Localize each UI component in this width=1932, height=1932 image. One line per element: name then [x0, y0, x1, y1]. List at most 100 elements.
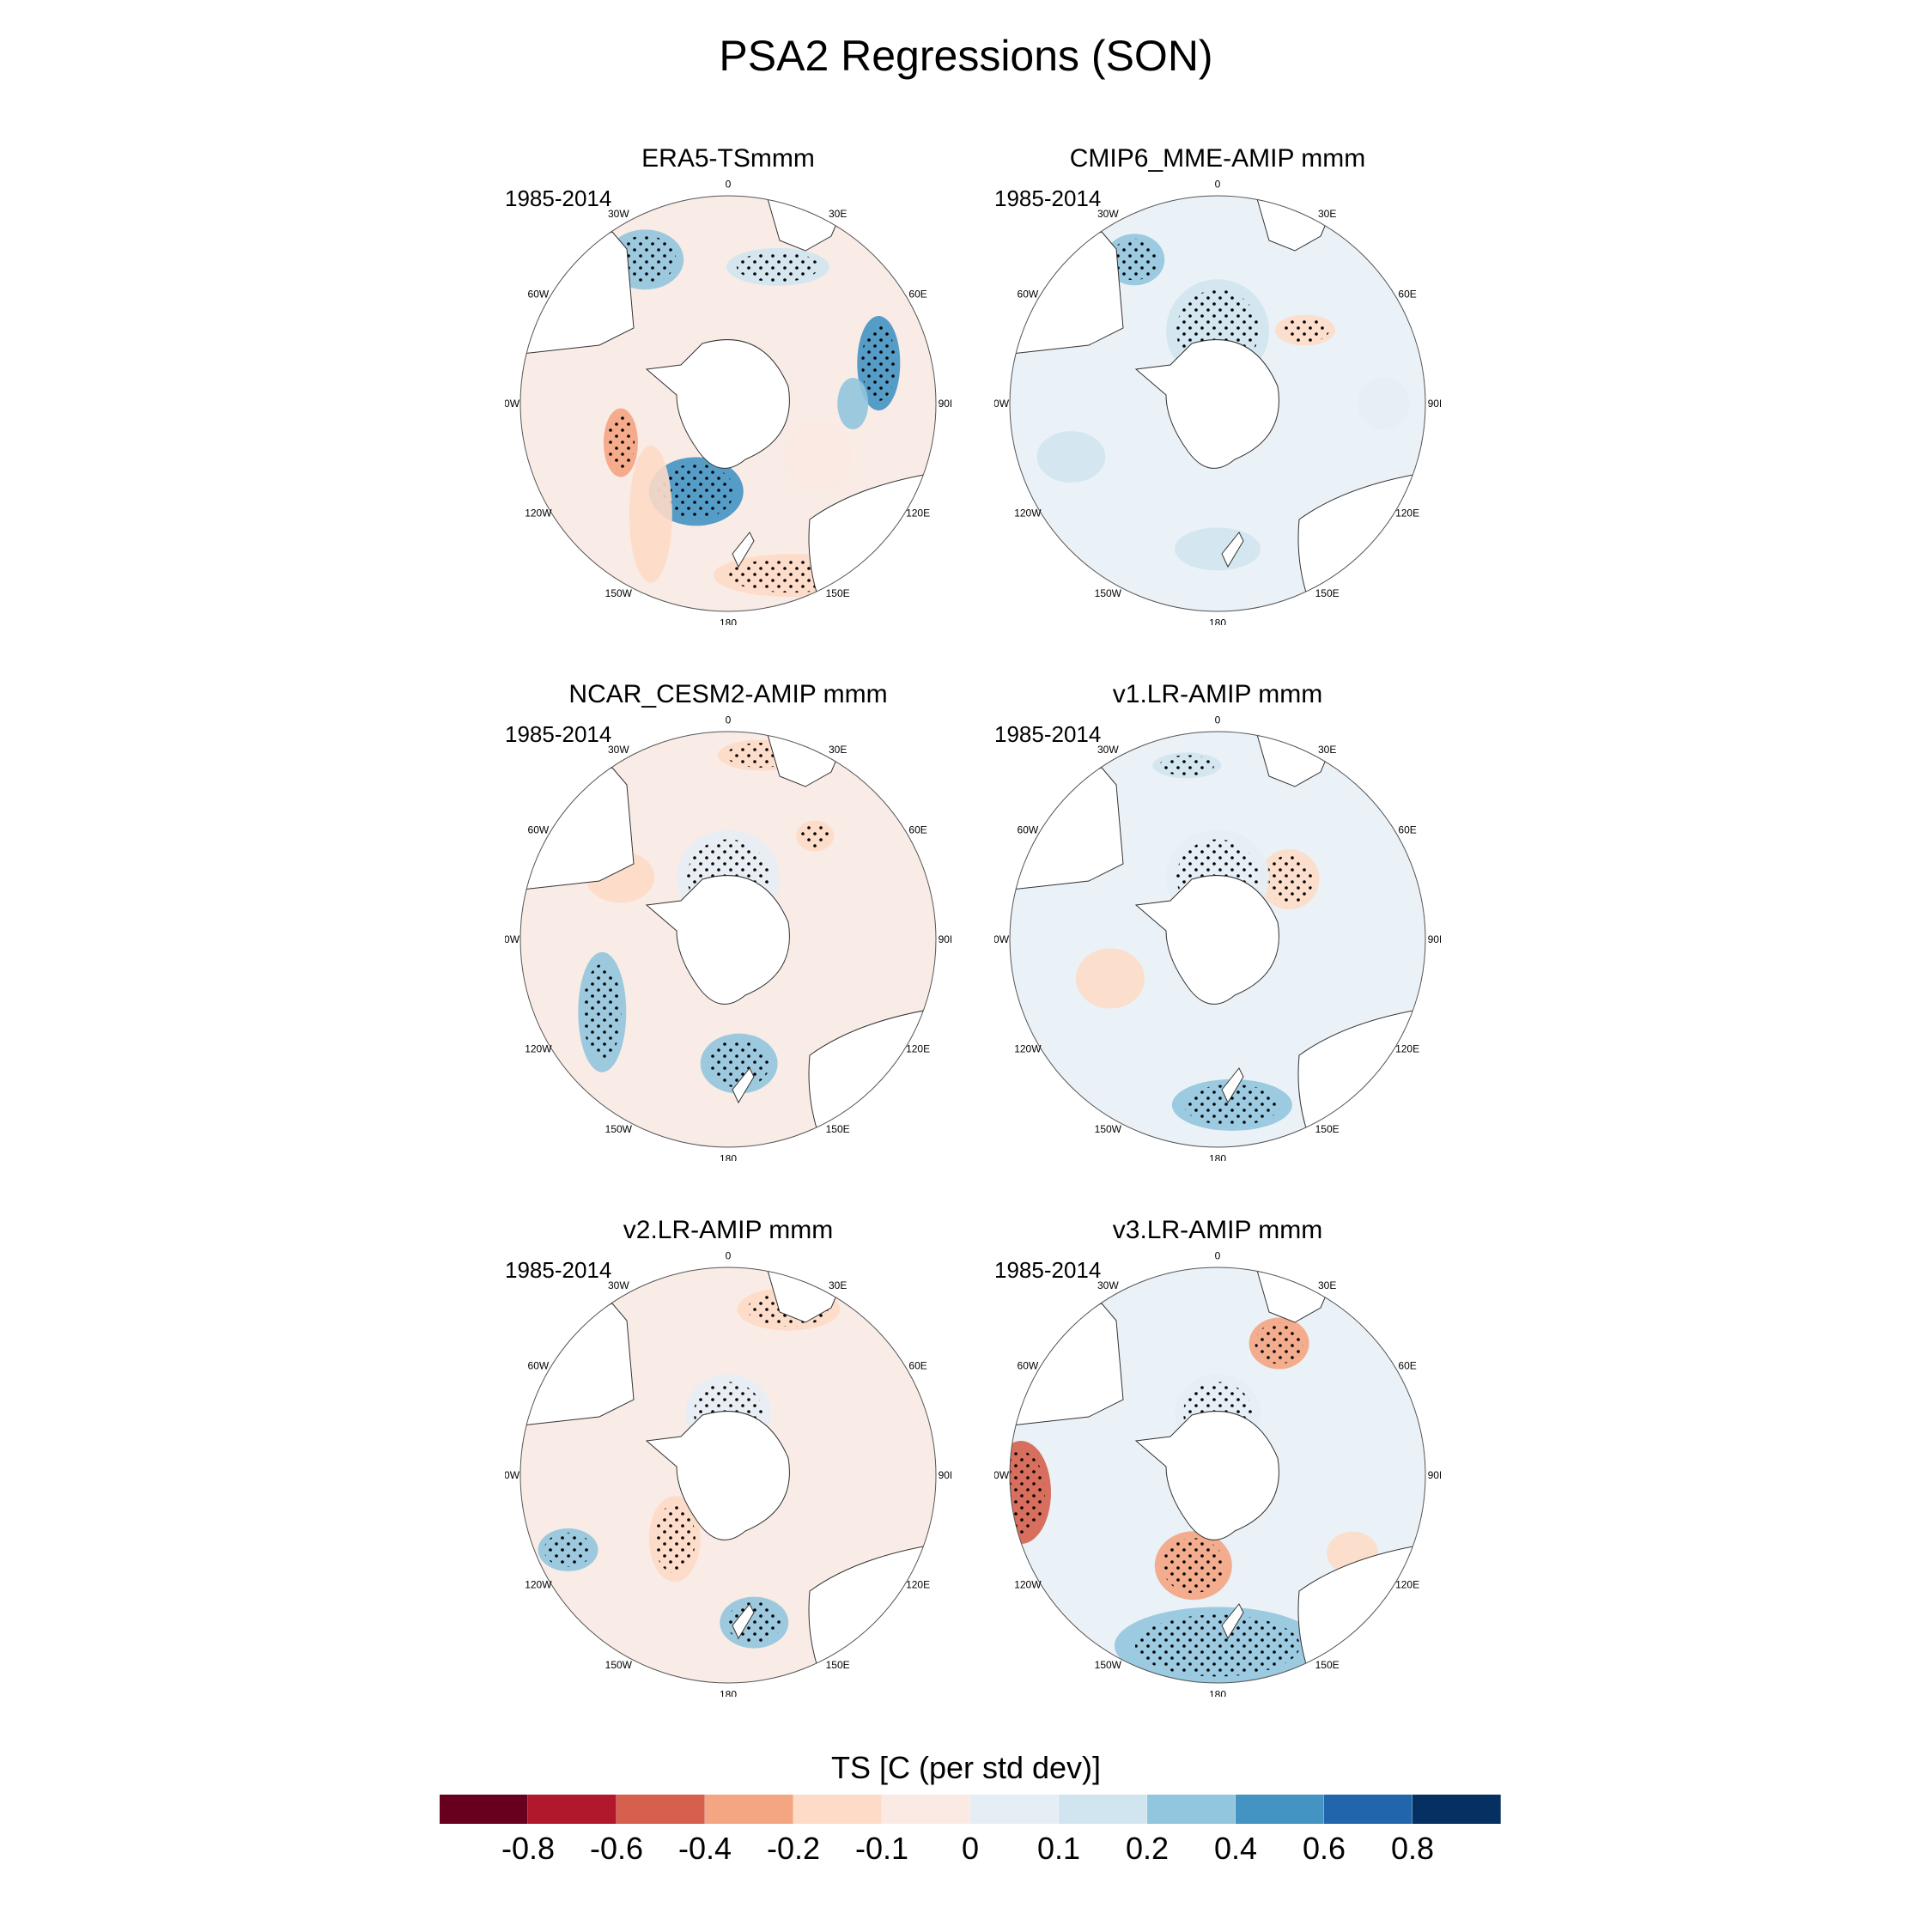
- significance-stipple: [799, 823, 830, 848]
- longitude-label: 90E: [1428, 398, 1441, 410]
- longitude-label: 150W: [605, 1659, 633, 1671]
- longitude-label: 150E: [1315, 587, 1340, 599]
- colorbar-tick-label: -0.4: [677, 1831, 732, 1866]
- colorbar: [440, 1795, 1501, 1824]
- longitude-label: 90W: [505, 398, 520, 410]
- longitude-label: 0: [726, 1250, 732, 1262]
- map-outline: [1009, 1267, 1426, 1684]
- longitude-label: 120E: [1395, 1579, 1419, 1591]
- longitude-label: 90E: [1428, 933, 1441, 945]
- longitude-label: 30W: [1097, 208, 1119, 220]
- longitude-label: 120E: [1395, 507, 1419, 519]
- significance-stipple: [1280, 318, 1329, 343]
- longitude-label: 120W: [1014, 1043, 1042, 1055]
- colorbar-title: TS [C (per std dev)]: [830, 1750, 1102, 1785]
- longitude-label: 90W: [994, 398, 1010, 410]
- significance-stipple: [708, 1039, 770, 1088]
- longitude-label: 120E: [906, 507, 930, 519]
- longitude-label: 150W: [1095, 1659, 1122, 1671]
- map-panel: 0 30E 60E 90E 120E 150E 180 150W 120W 90W 60W 30W v1…: [994, 680, 1441, 1161]
- significance-stipple: [1162, 1538, 1224, 1594]
- longitude-label: 120W: [525, 1043, 552, 1055]
- longitude-label: 0: [1215, 179, 1221, 191]
- longitude-label: 60W: [528, 1359, 550, 1371]
- panel-period: 1985-2014: [994, 185, 1102, 211]
- map-outline: [519, 731, 937, 1148]
- significance-stipple: [606, 415, 635, 471]
- longitude-label: 180: [720, 617, 737, 625]
- longitude-label: 30E: [829, 208, 847, 220]
- map-panel: 0 30E 60E 90E 120E 150E 180 150W 120W 90W 60W 30W CM…: [994, 144, 1441, 625]
- longitude-label: 60W: [1018, 823, 1039, 835]
- longitude-label: 150E: [826, 587, 850, 599]
- longitude-label: 150W: [1095, 1123, 1122, 1135]
- antarctica-landmass: [1134, 875, 1279, 1005]
- longitude-label: 180: [1209, 617, 1226, 625]
- significance-stipple: [614, 235, 677, 284]
- anomaly-region: [1075, 948, 1145, 1009]
- panel-period: 1985-2014: [505, 185, 612, 211]
- longitude-label: 60W: [528, 823, 550, 835]
- polar-map: 0 30E 60E 90E 120E 150E 180 150W 120W 90W 60W 30W: [505, 1250, 951, 1697]
- panel-period: 1985-2014: [505, 1257, 612, 1283]
- anomaly-region: [1036, 431, 1106, 483]
- longitude-label: 90W: [994, 933, 1010, 945]
- new-zealand-landmass: [732, 1067, 755, 1104]
- anomaly-region: [629, 445, 672, 583]
- panel-title: NCAR_CESM2-AMIP mmm: [568, 680, 888, 708]
- anomaly-region: [783, 421, 853, 490]
- longitude-label: 150W: [605, 1123, 633, 1135]
- longitude-label: 30W: [1097, 744, 1119, 756]
- colorbar-tick-label: 0.2: [1125, 1831, 1170, 1866]
- colorbar-box: [617, 1795, 705, 1824]
- longitude-label: 30E: [1318, 208, 1336, 220]
- new-zealand-landmass: [732, 1603, 755, 1640]
- polar-map: 0 30E 60E 90E 120E 150E 180 150W 120W 90W 60W 30W: [994, 179, 1441, 625]
- longitude-label: 30W: [608, 744, 629, 756]
- significance-stipple: [658, 464, 734, 519]
- antarctica-landmass: [645, 339, 790, 469]
- longitude-label: 60E: [908, 823, 927, 835]
- colorbar-tick-label: 0.6: [1302, 1831, 1346, 1866]
- polar-map: 0 30E 60E 90E 120E 150E 180 150W 120W 90W 60W 30W: [994, 1250, 1441, 1697]
- longitude-label: 90E: [1428, 1469, 1441, 1481]
- colorbar-box: [1413, 1795, 1501, 1824]
- map-outline: [1009, 731, 1426, 1148]
- colorbar-tick-label: 0.1: [1036, 1831, 1081, 1866]
- longitude-label: 30E: [829, 744, 847, 756]
- longitude-label: 150E: [826, 1123, 850, 1135]
- longitude-label: 120E: [906, 1043, 930, 1055]
- longitude-label: 30E: [829, 1279, 847, 1291]
- colorbar-box: [793, 1795, 882, 1824]
- panel-period: 1985-2014: [994, 1257, 1102, 1283]
- new-zealand-landmass: [1221, 1603, 1244, 1640]
- longitude-label: 90E: [939, 1469, 951, 1481]
- colorbar-tick-label: -0.8: [501, 1831, 556, 1866]
- significance-stipple: [1183, 1084, 1280, 1126]
- significance-stipple: [1159, 755, 1215, 776]
- longitude-label: 60E: [1398, 288, 1416, 300]
- map-outline: [519, 195, 937, 612]
- longitude-label: 60E: [1398, 1359, 1416, 1371]
- longitude-label: 120E: [1395, 1043, 1419, 1055]
- longitude-label: 150W: [605, 587, 633, 599]
- new-zealand-landmass: [1221, 1067, 1244, 1104]
- longitude-label: 150E: [1315, 1659, 1340, 1671]
- antarctica-landmass: [645, 1411, 790, 1540]
- colorbar-tick-label: 0.8: [1390, 1831, 1435, 1866]
- longitude-label: 90W: [505, 1469, 520, 1481]
- map-outline: [519, 1267, 937, 1684]
- new-zealand-landmass: [1221, 532, 1244, 568]
- longitude-label: 30E: [1318, 744, 1336, 756]
- longitude-label: 90E: [939, 398, 951, 410]
- significance-stipple: [1265, 855, 1314, 904]
- map-panel: 0 30E 60E 90E 120E 150E 180 150W 120W 90W 60W 30W ER…: [505, 144, 951, 625]
- significance-stipple: [582, 963, 622, 1060]
- longitude-label: 90E: [939, 933, 951, 945]
- longitude-label: 60E: [1398, 823, 1416, 835]
- new-zealand-landmass: [732, 532, 755, 568]
- colorbar-box: [440, 1795, 528, 1824]
- longitude-label: 60W: [1018, 1359, 1039, 1371]
- significance-stipple: [544, 1532, 592, 1567]
- anomaly-region: [1175, 527, 1261, 571]
